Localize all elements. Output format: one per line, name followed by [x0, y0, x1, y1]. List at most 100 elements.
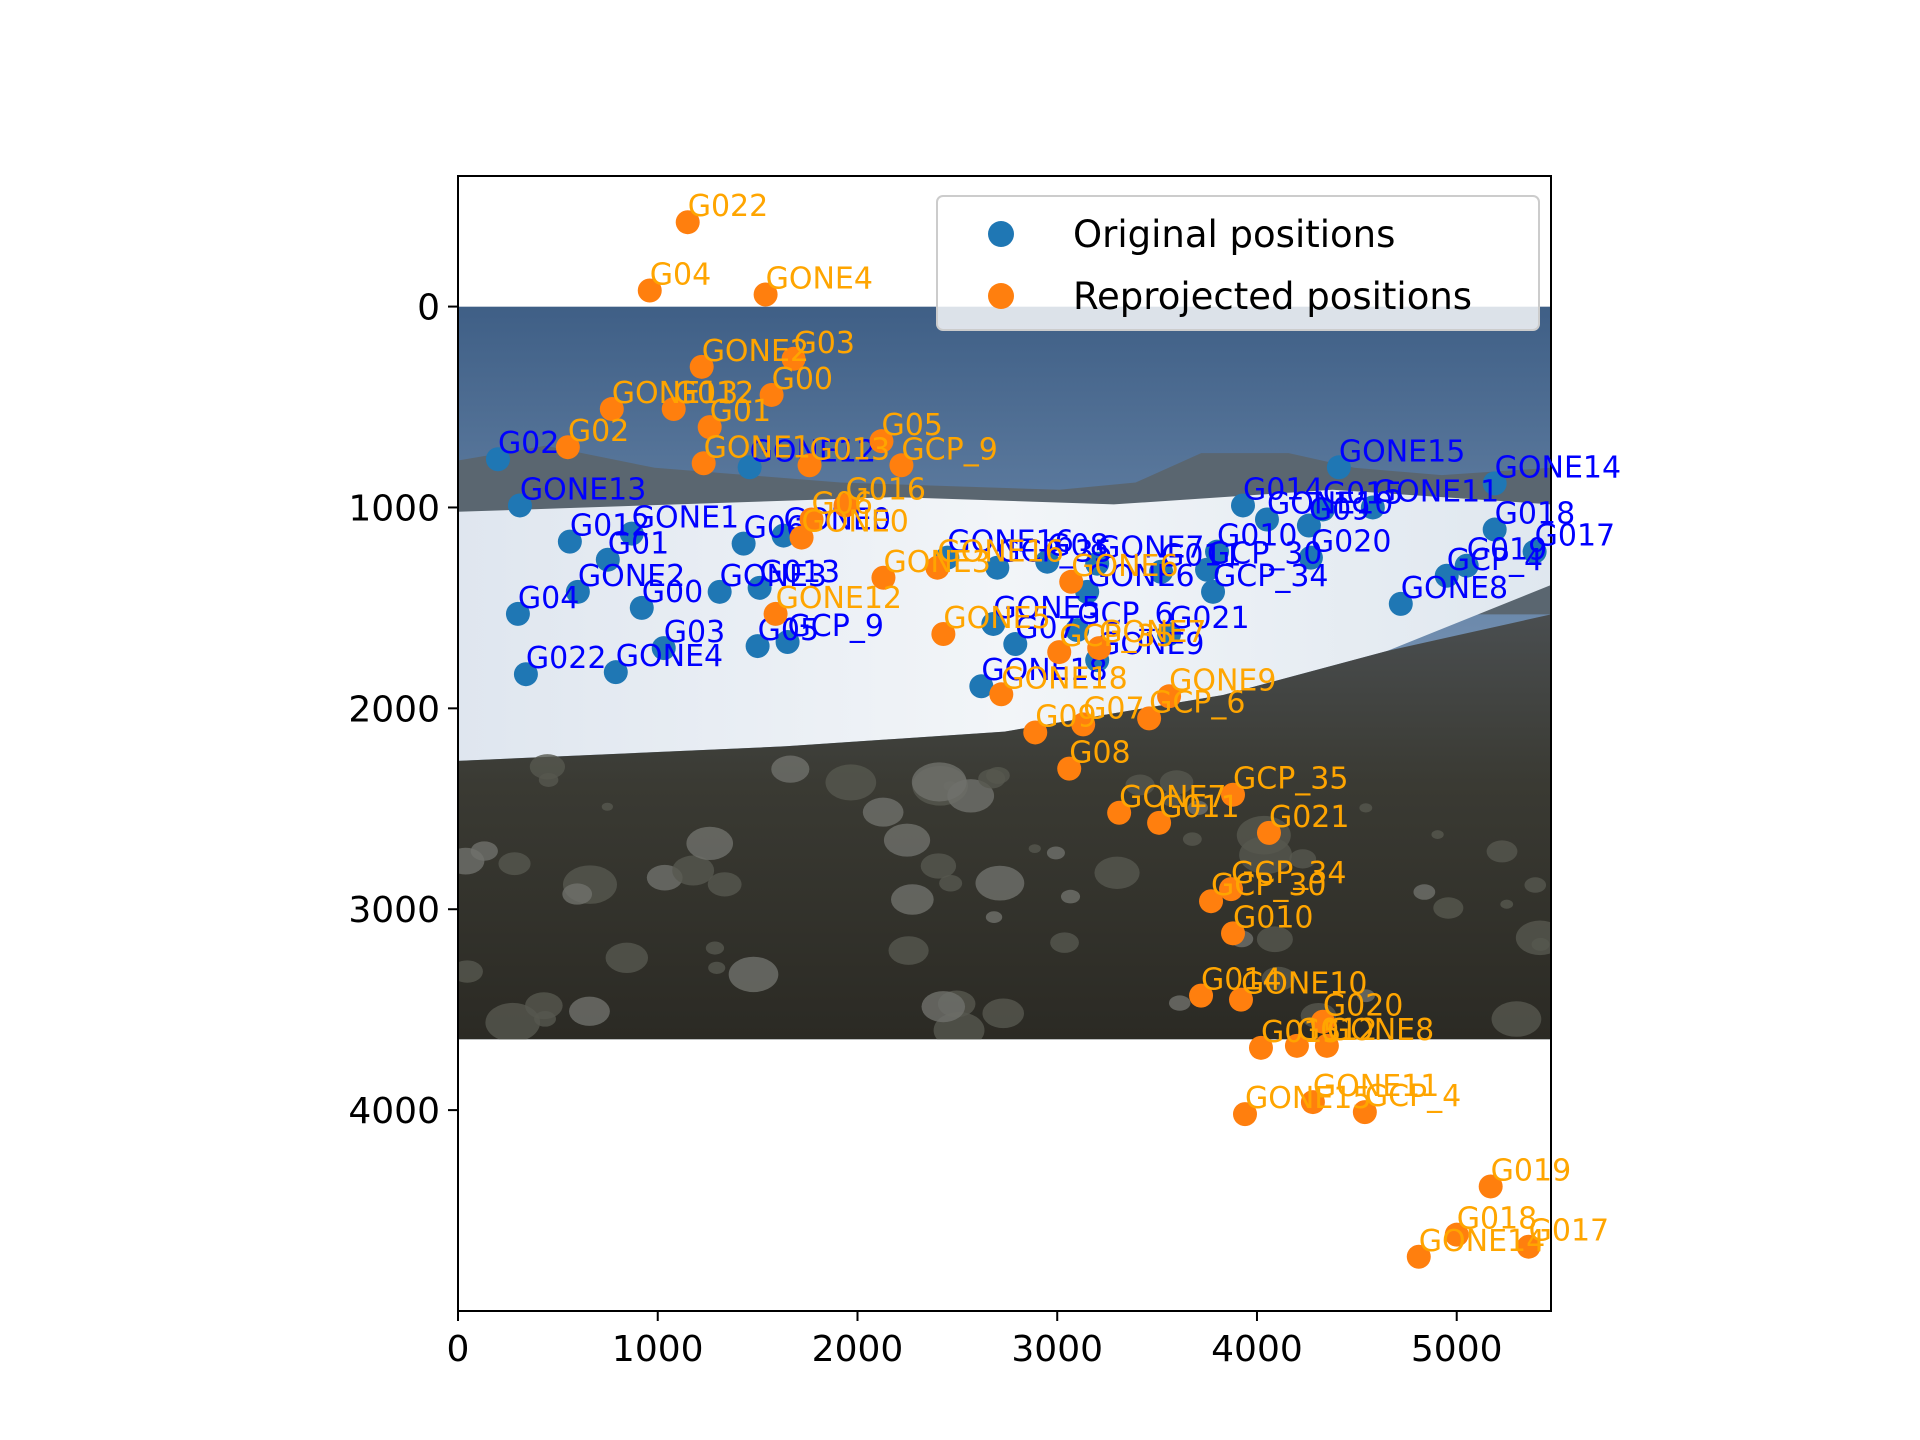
photo-rock [601, 802, 613, 811]
point-label: GCP_35 [1233, 762, 1348, 797]
photo-rock [985, 911, 1003, 923]
photo-rock [1357, 989, 1375, 1003]
point-label: G010 [1233, 900, 1314, 935]
point-label: G022 [526, 641, 607, 676]
x-tick-label: 3000 [1011, 1329, 1103, 1370]
data-point [969, 674, 994, 699]
photo-rock [538, 772, 559, 787]
data-point [981, 611, 1006, 636]
data-point [745, 634, 770, 659]
photo-rock [911, 762, 967, 802]
data-point [1149, 559, 1174, 584]
point-label: GONE14 [1419, 1224, 1545, 1259]
data-point [759, 382, 784, 407]
data-point [691, 451, 716, 476]
data-point [1522, 539, 1547, 564]
point-label: G015 [1261, 1015, 1342, 1050]
legend-box [936, 195, 1540, 331]
point-label: GONE10 [1241, 967, 1367, 1002]
data-point [1157, 622, 1182, 647]
data-point [507, 493, 532, 518]
photo-rock [1187, 800, 1208, 816]
point-label: G010 [1217, 519, 1298, 554]
photo-rock [1531, 937, 1550, 951]
photo-rock [982, 998, 1025, 1029]
photo-rock [1028, 844, 1041, 853]
photo-rock [708, 961, 726, 974]
point-label: GONE5 [993, 591, 1100, 626]
data-point [661, 397, 686, 422]
point-label: GONE6 [1087, 559, 1194, 594]
point-label: G012 [674, 376, 755, 411]
data-point [1314, 1033, 1339, 1058]
y-axis: 0 1000 2000 3000 4000 [348, 288, 458, 1132]
data-point [1087, 636, 1112, 661]
point-label: G09 [1035, 699, 1096, 734]
photo-rock [1182, 832, 1202, 846]
data-point [1388, 591, 1413, 616]
point-label: GONE2 [702, 334, 809, 369]
photo-rocks [458, 754, 1551, 1040]
data-point [797, 453, 822, 478]
point-label: GONE15 [1339, 434, 1465, 469]
photo-rock [1094, 856, 1140, 889]
point-label: GONE4 [616, 639, 723, 674]
photo-rock [1433, 897, 1464, 919]
point-label: G021 [1169, 601, 1250, 636]
legend-label: Original positions [1073, 213, 1395, 256]
photo-rock [529, 754, 566, 780]
point-label: GCP_4 [1365, 1079, 1461, 1114]
data-point [1107, 800, 1132, 825]
point-label: GONE0 [802, 505, 909, 540]
point-label: GONE18 [1001, 661, 1127, 696]
photo-rock [1160, 791, 1183, 807]
data-point [731, 531, 756, 556]
photo-rock [1050, 932, 1079, 953]
point-label: GONE5 [943, 601, 1050, 636]
data-point [1516, 1234, 1541, 1259]
data-point [799, 507, 824, 532]
point-label: G01 [710, 394, 771, 429]
point-label: G02 [568, 414, 629, 449]
data-point [1189, 983, 1214, 1008]
photo-rock [458, 960, 483, 983]
data-point [1003, 632, 1028, 657]
photo-rock [1125, 774, 1155, 796]
point-label: GONE12 [776, 581, 902, 616]
point-label: GONE1 [632, 501, 739, 536]
data-point [1256, 820, 1281, 845]
data-point [1444, 1222, 1469, 1247]
point-label: GONE15 [1245, 1081, 1371, 1116]
data-point [1221, 921, 1246, 946]
data-point [1310, 1009, 1335, 1034]
point-label: GONE16 [937, 535, 1063, 570]
y-tick-label: 1000 [348, 488, 440, 529]
photo-rock [888, 936, 929, 965]
point-label: GONE10 [1267, 487, 1393, 522]
data-point [747, 575, 772, 600]
point-label: GONE13 [612, 376, 738, 411]
photo-rock [939, 875, 963, 892]
data-point [1326, 455, 1351, 480]
data-point [1310, 497, 1335, 522]
legend-marker [988, 283, 1014, 309]
point-label: G017 [1529, 1214, 1610, 1249]
data-point [1047, 640, 1072, 665]
point-label: G08 [1047, 529, 1108, 564]
point-label: GONE11 [1313, 1069, 1439, 1104]
data-point [1228, 987, 1253, 1012]
point-label: G012 [1297, 1013, 1378, 1048]
point-label: G011 [1161, 539, 1242, 574]
point-label: GONE16 [947, 525, 1073, 560]
point-label: G018 [1495, 497, 1576, 532]
data-point [1071, 712, 1096, 737]
photo-rock [1261, 966, 1296, 991]
data-point [1360, 495, 1385, 520]
photo-rock [1413, 884, 1436, 900]
data-point [1482, 517, 1507, 542]
point-label: G07 [1015, 611, 1076, 646]
photo-rock [705, 941, 725, 955]
legend-marker [988, 221, 1014, 247]
point-label: G07 [1083, 691, 1144, 726]
